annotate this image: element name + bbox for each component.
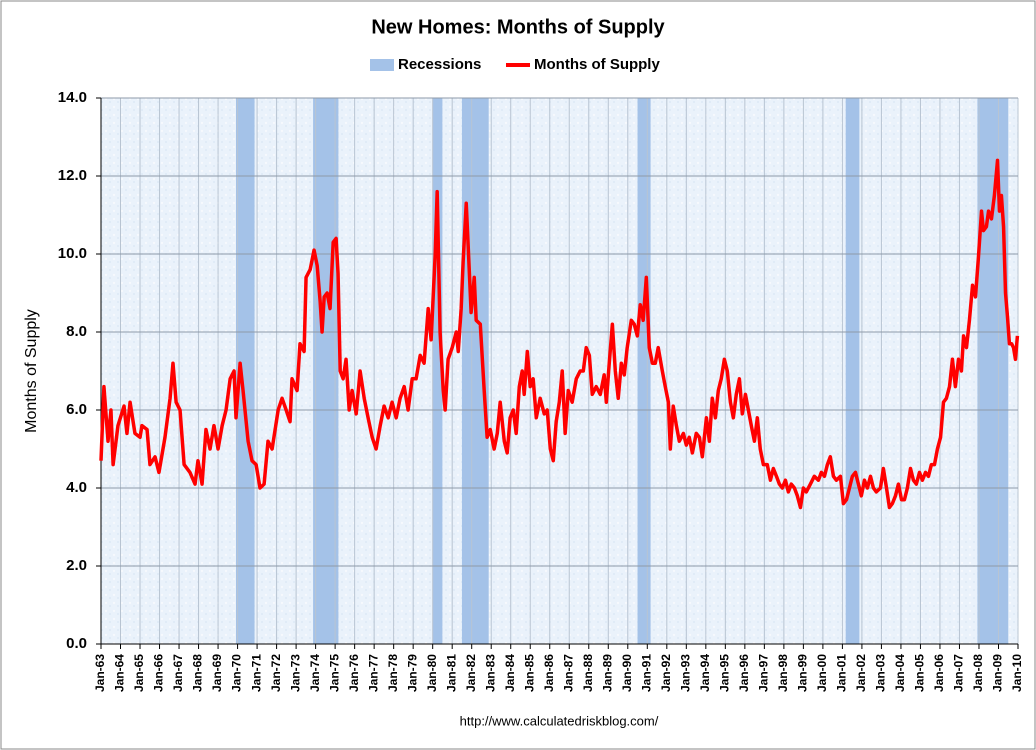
x-tick-label: Jan-10	[1010, 654, 1024, 692]
x-tick-label: Jan-07	[952, 654, 966, 692]
y-tick-label: 4.0	[66, 479, 87, 496]
recession-band	[977, 98, 1009, 644]
x-tick-label: Jan-76	[347, 654, 361, 692]
x-tick-label: Jan-83	[483, 654, 497, 692]
x-tick-label: Jan-73	[288, 654, 302, 692]
x-tick-label: Jan-85	[522, 654, 536, 692]
recession-band	[236, 98, 255, 644]
recession-band	[432, 98, 443, 644]
x-tick-label: Jan-75	[327, 654, 341, 692]
x-tick-label: Jan-03	[874, 654, 888, 692]
y-tick-label: 6.0	[66, 401, 87, 418]
x-tick-label: Jan-02	[854, 654, 868, 692]
x-tick-label: Jan-88	[581, 654, 595, 692]
x-tick-label: Jan-72	[269, 654, 283, 692]
y-tick-label: 12.0	[58, 167, 87, 184]
x-tick-label: Jan-78	[386, 654, 400, 692]
x-tick-label: Jan-04	[893, 654, 907, 692]
y-tick-label: 0.0	[66, 635, 87, 652]
x-tick-label: Jan-74	[308, 654, 322, 692]
x-tick-label: Jan-67	[171, 654, 185, 692]
x-tick-label: Jan-93	[678, 654, 692, 692]
y-tick-label: 10.0	[58, 245, 87, 262]
y-axis-title: Months of Supply	[23, 309, 40, 433]
x-tick-label: Jan-95	[718, 654, 732, 692]
x-tick-label: Jan-82	[464, 654, 478, 692]
y-tick-label: 8.0	[66, 323, 87, 340]
x-tick-label: Jan-63	[93, 654, 107, 692]
x-tick-label: Jan-91	[639, 654, 653, 692]
x-tick-label: Jan-01	[835, 654, 849, 692]
x-tick-label: Jan-06	[932, 654, 946, 692]
x-tick-label: Jan-70	[230, 654, 244, 692]
legend-label: Months of Supply	[534, 56, 660, 73]
x-tick-label: Jan-08	[971, 654, 985, 692]
x-tick-label: Jan-89	[600, 654, 614, 692]
data-line	[99, 158, 1020, 510]
x-tick-label: Jan-94	[698, 654, 712, 692]
chart-title: New Homes: Months of Supply	[371, 16, 665, 38]
x-tick-label: Jan-66	[152, 654, 166, 692]
x-tick-label: Jan-00	[815, 654, 829, 692]
x-tick-label: Jan-80	[425, 654, 439, 692]
x-tick-label: Jan-87	[561, 654, 575, 692]
x-tick-label: Jan-90	[620, 654, 634, 692]
x-tick-label: Jan-64	[113, 654, 127, 692]
x-tick-label: Jan-09	[991, 654, 1005, 692]
recession-band	[637, 98, 651, 644]
recession-band	[313, 98, 339, 644]
x-tick-label: Jan-97	[757, 654, 771, 692]
x-tick-label: Jan-69	[210, 654, 224, 692]
x-tick-label: Jan-05	[913, 654, 927, 692]
x-tick-label: Jan-65	[132, 654, 146, 692]
recession-band	[845, 98, 860, 644]
x-tick-label: Jan-96	[737, 654, 751, 692]
x-tick-label: Jan-68	[191, 654, 205, 692]
x-tick-label: Jan-81	[444, 654, 458, 692]
y-tick-label: 14.0	[58, 89, 87, 106]
x-tick-label: Jan-71	[249, 654, 263, 692]
x-tick-label: Jan-99	[796, 654, 810, 692]
x-tick-label: Jan-77	[366, 654, 380, 692]
legend-label: Recessions	[398, 56, 481, 73]
x-tick-label: Jan-79	[405, 654, 419, 692]
x-tick-label: Jan-98	[776, 654, 790, 692]
x-tick-label: Jan-86	[542, 654, 556, 692]
y-tick-label: 2.0	[66, 557, 87, 574]
x-tick-label: Jan-92	[659, 654, 673, 692]
legend-swatch	[370, 59, 394, 71]
source-note: http://www.calculatedriskblog.com/	[460, 713, 659, 728]
x-tick-label: Jan-84	[503, 654, 517, 692]
